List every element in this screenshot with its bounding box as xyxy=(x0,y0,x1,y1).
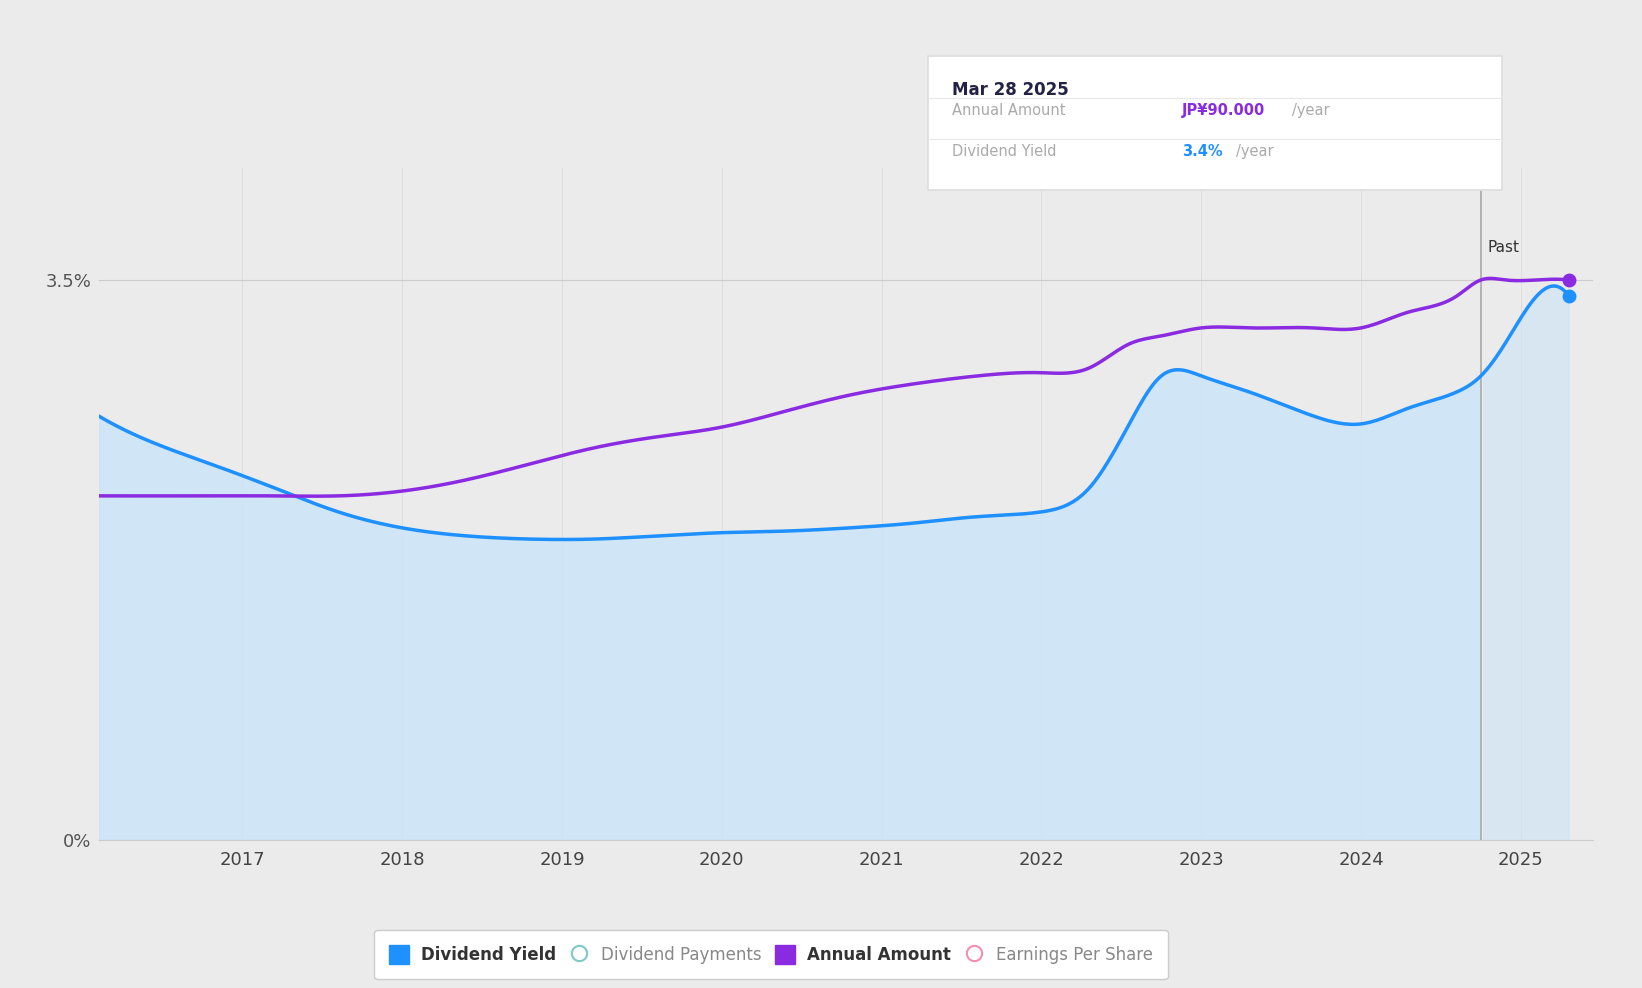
Text: 3.4%: 3.4% xyxy=(1182,144,1223,159)
Text: /year: /year xyxy=(1292,103,1330,118)
Text: /year: /year xyxy=(1236,144,1274,159)
Text: JP¥90.000: JP¥90.000 xyxy=(1182,103,1266,118)
Text: Past: Past xyxy=(1488,240,1519,255)
Text: Annual Amount: Annual Amount xyxy=(952,103,1066,118)
Text: Mar 28 2025: Mar 28 2025 xyxy=(952,81,1069,99)
Legend: Dividend Yield, Dividend Payments, Annual Amount, Earnings Per Share: Dividend Yield, Dividend Payments, Annua… xyxy=(374,930,1167,979)
Text: Dividend Yield: Dividend Yield xyxy=(952,144,1057,159)
